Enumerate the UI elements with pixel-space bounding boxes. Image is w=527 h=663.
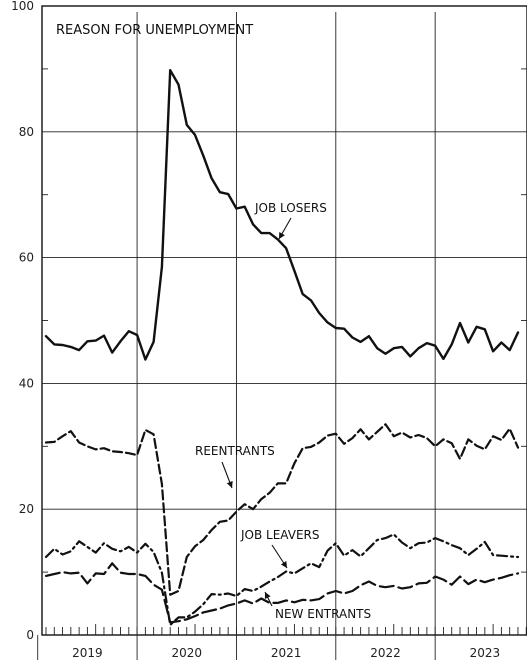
series-label-job-losers: JOB LOSERS bbox=[254, 201, 327, 215]
series-label-job-leavers: JOB LEAVERS bbox=[240, 528, 320, 542]
series-line-new-entrants bbox=[44, 562, 520, 624]
y-tick-label: 0 bbox=[26, 628, 34, 642]
series-label-reentrants: REENTRANTS bbox=[195, 444, 275, 458]
year-label: 2021 bbox=[271, 646, 302, 660]
y-tick-label: 60 bbox=[19, 251, 34, 265]
year-label: 2020 bbox=[171, 646, 202, 660]
series-label-new-entrants: NEW ENTRANTS bbox=[275, 607, 371, 621]
pointer-arrowhead-job-losers bbox=[279, 232, 285, 239]
series-line-job-leavers bbox=[44, 533, 520, 627]
year-label: 2019 bbox=[72, 646, 103, 660]
axis-group: 0 20 40 60 80 100 2019 2020 2021 2022 2023 bbox=[11, 0, 527, 660]
y-tick-label: 80 bbox=[19, 125, 34, 139]
chart-title: REASON FOR UNEMPLOYMENT bbox=[56, 23, 253, 38]
series-line-reentrants bbox=[44, 423, 520, 596]
pointer-arrowhead-reentrants bbox=[226, 481, 233, 488]
grid-group bbox=[42, 12, 527, 635]
year-label: 2023 bbox=[470, 646, 501, 660]
y-tick-label: 20 bbox=[19, 502, 34, 516]
series-group bbox=[44, 68, 520, 627]
year-label: 2022 bbox=[370, 646, 401, 660]
pointer-arrowhead-new-entrants bbox=[264, 592, 271, 599]
labels-group: REASON FOR UNEMPLOYMENT JOB LOSERS REENTR… bbox=[56, 23, 371, 621]
y-tick-label: 40 bbox=[19, 376, 34, 390]
y-tick-label: 100 bbox=[11, 0, 34, 13]
series-line-job-losers bbox=[44, 68, 520, 361]
pointer-arrowhead-job-leavers bbox=[280, 561, 287, 568]
